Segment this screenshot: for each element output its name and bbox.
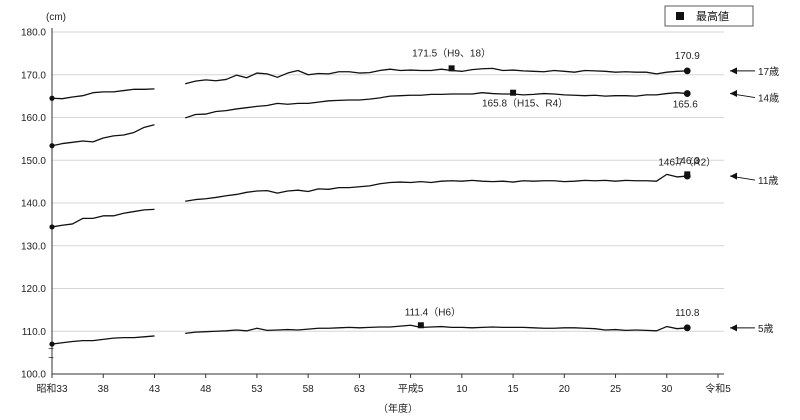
x-tick-label: 58 (303, 384, 315, 395)
x-tick-label: 平成5 (398, 383, 424, 395)
series-line-14歳 (51, 124, 155, 147)
legend: 最高値 (664, 5, 754, 27)
series-name-label: 17歳 (758, 66, 779, 78)
x-tick-label: 53 (251, 384, 263, 395)
series-end-point (683, 90, 691, 97)
x-tick-label: 令和5 (705, 382, 731, 395)
series-line-17歳 (185, 67, 688, 85)
series-name-label: 11歳 (758, 175, 778, 187)
series (49, 65, 691, 347)
series-arrowhead (730, 90, 737, 98)
max-marker (448, 65, 455, 72)
series-arrowhead (730, 67, 737, 75)
legend-max-marker (676, 12, 684, 20)
series-name-label: 5歳 (758, 323, 774, 335)
x-tick-label: 15 (508, 384, 520, 395)
x-tick-label: 20 (559, 384, 571, 395)
series-start-point (49, 143, 55, 149)
series-line-14歳 (184, 92, 688, 119)
x-tick-label: 30 (661, 384, 673, 395)
x-tick-label: 10 (456, 384, 468, 395)
end-value-label: 110.8 (675, 308, 700, 319)
series-line-5歳 (51, 335, 155, 345)
x-tick-label: 昭和33 (36, 383, 68, 395)
x-tick-label: 63 (354, 384, 366, 395)
y-tick-label: 130.0 (21, 241, 46, 252)
max-marker (417, 322, 424, 329)
series-start-point (49, 341, 55, 347)
y-tick-label: 100.0 (21, 370, 46, 381)
series-line-17歳 (51, 88, 155, 100)
y-tick-label: 110.0 (22, 327, 47, 338)
series-start-point (49, 224, 55, 230)
y-tick-label: 170.0 (21, 70, 46, 81)
end-value-label: 165.6 (673, 100, 698, 111)
max-value-label: 165.8（H15、R4） (482, 98, 568, 110)
max-value-label: 111.4（H6） (405, 306, 461, 318)
series-line-11歳 (185, 173, 688, 202)
max-marker (684, 171, 691, 178)
x-tick-label: 43 (149, 384, 161, 395)
gridlines (52, 31, 724, 375)
x-tick-label: 25 (610, 384, 622, 395)
axes: 100.0 110.0 120.0 130.0 140.0 150.0 160.0 170.0… (21, 28, 731, 396)
series-end-point (683, 324, 691, 332)
series-start-point (49, 95, 55, 101)
series-arrowhead (730, 172, 737, 180)
x-tick-label: 38 (98, 384, 110, 395)
y-tick-label: 150.0 (21, 156, 46, 167)
series-arrowhead (730, 324, 737, 332)
max-value-label: 146.7（R2） (658, 156, 716, 168)
legend-box (664, 5, 754, 27)
y-tick-label: 120.0 (21, 284, 46, 295)
series-end-point (683, 67, 691, 75)
x-axis-title: （年度） (378, 402, 418, 415)
max-marker (510, 89, 517, 96)
x-tick-label: 48 (200, 384, 212, 395)
series-line-5歳 (185, 324, 688, 335)
y-tick-label: 160.0 (21, 113, 46, 124)
annotations: 171.5（H9、18） 170.9 17歳 165.8（H15、R4） 165.6 14… (405, 47, 779, 334)
legend-label: 最高値 (696, 9, 729, 23)
axis-break-symbol: ~ (48, 344, 54, 355)
y-tick-label: 140.0 (21, 199, 46, 210)
end-value-label: 170.9 (675, 51, 700, 62)
series-name-label: 14歳 (758, 93, 779, 105)
series-line-11歳 (51, 208, 155, 228)
end-value-label: 146.3 (675, 156, 700, 167)
max-value-label: 171.5（H9、18） (412, 47, 491, 59)
y-axis-title: (cm) (46, 12, 66, 23)
axis-break-symbol: ~ (48, 353, 54, 364)
y-tick-label: 180.0 (21, 28, 46, 39)
